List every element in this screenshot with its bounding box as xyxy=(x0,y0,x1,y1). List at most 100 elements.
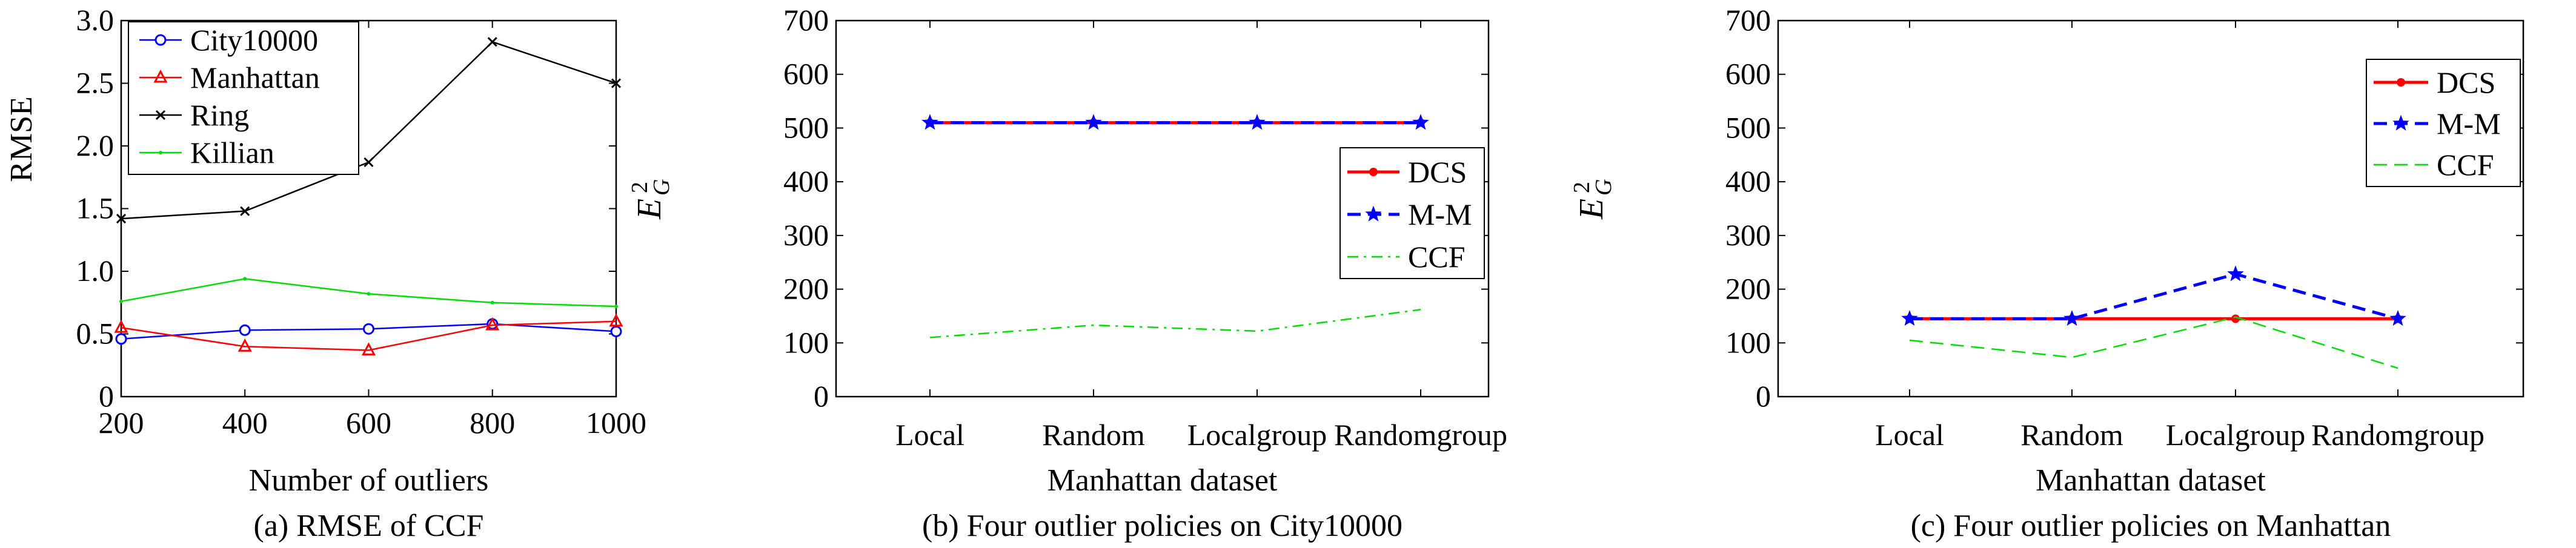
legend-marker xyxy=(2392,114,2409,131)
data-point xyxy=(2227,265,2244,282)
x-tick-label: Randomgroup xyxy=(1334,418,1507,452)
y-axis-label-sup: 2 xyxy=(627,182,652,193)
data-point xyxy=(490,300,494,305)
data-point xyxy=(116,213,127,224)
data-point xyxy=(485,317,500,331)
chart-caption: (a) RMSE of CCF xyxy=(254,509,484,543)
y-tick-label: 600 xyxy=(783,57,829,91)
y-tick-label: 300 xyxy=(783,218,829,252)
data-point xyxy=(239,324,251,336)
legend-label: Manhattan xyxy=(190,61,320,94)
legend-box xyxy=(128,21,359,175)
y-axis-label-sup: 2 xyxy=(1569,182,1595,193)
y-axis-label-sub: G xyxy=(649,179,674,196)
legend-marker xyxy=(154,34,167,46)
data-point xyxy=(114,319,128,333)
series-ccf xyxy=(1909,316,2398,369)
data-point xyxy=(367,292,371,296)
series-m-m xyxy=(921,114,1429,130)
series-line xyxy=(1909,316,2398,369)
series-ring xyxy=(116,37,622,224)
series-line xyxy=(121,320,617,351)
data-point xyxy=(1085,114,1102,130)
legend-label: City10000 xyxy=(190,23,318,57)
x-tick-label: Random xyxy=(1042,418,1145,452)
x-axis-label: Number of outliers xyxy=(249,463,489,498)
y-tick-label: 0 xyxy=(99,379,114,413)
legend-label: M-M xyxy=(1408,197,1472,231)
x-tick-label: 1000 xyxy=(586,406,646,440)
legend-marker xyxy=(159,151,162,154)
y-axis-label: E 2G xyxy=(1569,179,1616,220)
plot-area xyxy=(1777,19,2525,398)
legend-marker xyxy=(1365,205,1382,222)
x-tick-label: Localgroup xyxy=(1187,418,1327,452)
x-tick-label: 800 xyxy=(470,406,515,440)
legend-marker xyxy=(1369,168,1378,176)
series-line xyxy=(1910,272,2398,320)
chart-caption: (c) Four outlier policies on Manhattan xyxy=(1911,509,2391,543)
legend-marker xyxy=(155,110,166,120)
y-axis-label: RMSE xyxy=(4,96,39,182)
x-tick-label: Random xyxy=(2020,418,2123,452)
series-line xyxy=(929,309,1421,338)
series-manhattan xyxy=(114,313,623,355)
data-point xyxy=(1412,114,1429,130)
chart-panel-1: 0 0.5 1.0 1.5 2.0 2.5 3.0 200 400 600 800 1000 City1… xyxy=(4,3,646,543)
y-tick-label: 0 xyxy=(1756,379,1771,413)
series-city10000 xyxy=(115,318,622,345)
data-point xyxy=(237,338,252,352)
data-point xyxy=(115,333,127,345)
y-tick-label: 2.0 xyxy=(76,128,115,162)
legend-box xyxy=(2366,59,2521,187)
data-point xyxy=(240,206,250,216)
x-axis-label: Manhattan dataset xyxy=(2036,463,2266,498)
legend-label: CCF xyxy=(2437,148,2494,182)
data-point xyxy=(611,78,622,88)
data-point xyxy=(487,37,497,47)
legend-label: DCS xyxy=(1408,155,1467,189)
y-axis-label-main: E xyxy=(1573,199,1610,220)
data-point xyxy=(362,342,376,355)
x-tick-label: 600 xyxy=(346,406,391,440)
data-point xyxy=(609,313,623,327)
data-point xyxy=(2389,309,2406,326)
y-tick-label: 700 xyxy=(1725,3,1771,37)
plot-area xyxy=(835,19,1490,398)
chart-panel-3: 0 100 200 300 400 500 600 700 Local Random Localgr… xyxy=(1569,3,2525,543)
x-axis-label: Manhattan dataset xyxy=(1047,463,1278,498)
data-point xyxy=(921,114,938,130)
data-point xyxy=(2063,309,2080,326)
data-point xyxy=(363,323,374,335)
series-killian xyxy=(119,277,618,308)
data-point xyxy=(614,304,618,308)
y-tick-label: 200 xyxy=(1725,272,1771,306)
series-ccf xyxy=(929,309,1421,338)
y-axis-label: E 2G xyxy=(627,179,674,220)
y-tick-label: 400 xyxy=(1725,164,1771,198)
y-tick-label: 400 xyxy=(783,164,829,198)
chart-caption: (b) Four outlier policies on City10000 xyxy=(922,509,1403,543)
y-axis-label-sub: G xyxy=(1591,179,1616,196)
y-tick-label: 300 xyxy=(1725,218,1771,252)
legend-label: CCF xyxy=(1408,240,1466,274)
y-tick-label: 2.5 xyxy=(76,66,115,100)
series-m-m xyxy=(1901,265,2406,326)
y-tick-label: 500 xyxy=(1725,110,1771,144)
data-point xyxy=(1249,114,1266,130)
y-tick-label: 1.0 xyxy=(76,254,115,288)
data-point xyxy=(1901,309,1918,326)
x-tick-label: Local xyxy=(895,418,964,452)
y-tick-label: 200 xyxy=(783,272,829,306)
x-tick-label: Local xyxy=(1875,418,1944,452)
y-axis-label-main: E xyxy=(631,199,668,220)
y-tick-label: 500 xyxy=(783,110,829,144)
data-point xyxy=(2231,314,2240,323)
legend: DCS M-M CCF xyxy=(2366,59,2521,187)
x-tick-label: Localgroup xyxy=(2166,418,2305,452)
chart-panel-2: 0 100 200 300 400 500 600 700 Local Random Localgr… xyxy=(627,3,1507,543)
data-point xyxy=(243,277,247,281)
x-tick-label: Randomgroup xyxy=(2311,418,2485,452)
legend-label: M-M xyxy=(2437,107,2501,140)
